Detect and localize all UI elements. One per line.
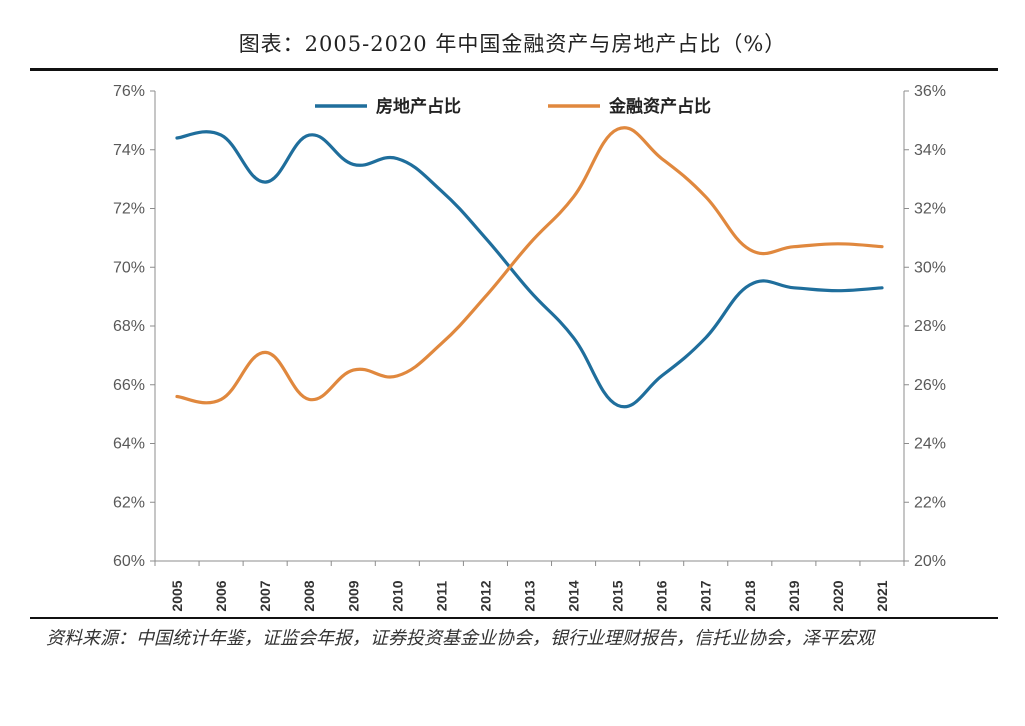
y-right-tick-label: 30% (914, 259, 946, 276)
y-right-tick-label: 20% (914, 553, 946, 570)
x-tick-label: 2019 (786, 580, 802, 611)
y-left-tick-label: 72% (113, 201, 145, 218)
x-tick-label: 2020 (830, 580, 846, 611)
source-note: 资料来源：中国统计年鉴，证监会年报，证券投资基金业协会，银行业理财报告，信托业协… (46, 628, 874, 649)
series-lines (175, 126, 884, 409)
y-left-tick-label: 62% (113, 494, 145, 511)
financial-assets-share-line (175, 126, 884, 405)
y-left-tick-label: 76% (113, 83, 145, 100)
x-tick-label: 2016 (654, 580, 670, 611)
real-estate-share-line (175, 130, 884, 409)
y-right-tick-label: 34% (914, 142, 946, 159)
x-tick-label: 2015 (610, 580, 626, 611)
x-tick-label: 2021 (874, 580, 890, 611)
x-tick-label: 2009 (345, 580, 361, 611)
x-tick-label: 2007 (257, 580, 273, 611)
y-left-tick-label: 68% (113, 318, 145, 335)
y-left-tick-label: 74% (113, 142, 145, 159)
y-right-tick-label: 32% (914, 201, 946, 218)
y-right-tick-label: 28% (914, 318, 946, 335)
x-tick-label: 2006 (213, 580, 229, 611)
y-right-tick-label: 36% (914, 83, 946, 100)
y-left-tick-label: 64% (113, 436, 145, 453)
x-tick-label: 2008 (301, 580, 317, 611)
legend: 房地产占比 金融资产占比 (315, 96, 711, 117)
axes: 60% 20% 62% 22% 64% 24% 66% 26% 68% 28% 70% 30% 72% 3… (113, 83, 946, 612)
legend-financial-assets-label: 金融资产占比 (608, 96, 711, 117)
x-tick-label: 2013 (522, 580, 538, 611)
x-tick-label: 2011 (433, 581, 449, 612)
y-right-tick-label: 26% (914, 377, 946, 394)
chart-title: 图表：2005-2020 年中国金融资产与房地产占比（%） (238, 32, 787, 56)
y-right-tick-label: 22% (914, 494, 946, 511)
bottom-rule (30, 617, 998, 619)
legend-real-estate-label: 房地产占比 (376, 96, 461, 117)
top-rule (30, 68, 998, 71)
y-left-tick-label: 66% (113, 377, 145, 394)
y-left-tick-label: 60% (113, 553, 145, 570)
x-tick-label: 2014 (566, 580, 582, 611)
x-tick-label: 2012 (477, 580, 493, 611)
y-left-tick-label: 70% (113, 259, 145, 276)
x-tick-label: 2018 (742, 580, 758, 611)
y-right-tick-label: 24% (914, 436, 946, 453)
x-tick-label: 2005 (169, 580, 185, 611)
x-tick-label: 2017 (698, 580, 714, 611)
x-tick-label: 2010 (389, 580, 405, 611)
